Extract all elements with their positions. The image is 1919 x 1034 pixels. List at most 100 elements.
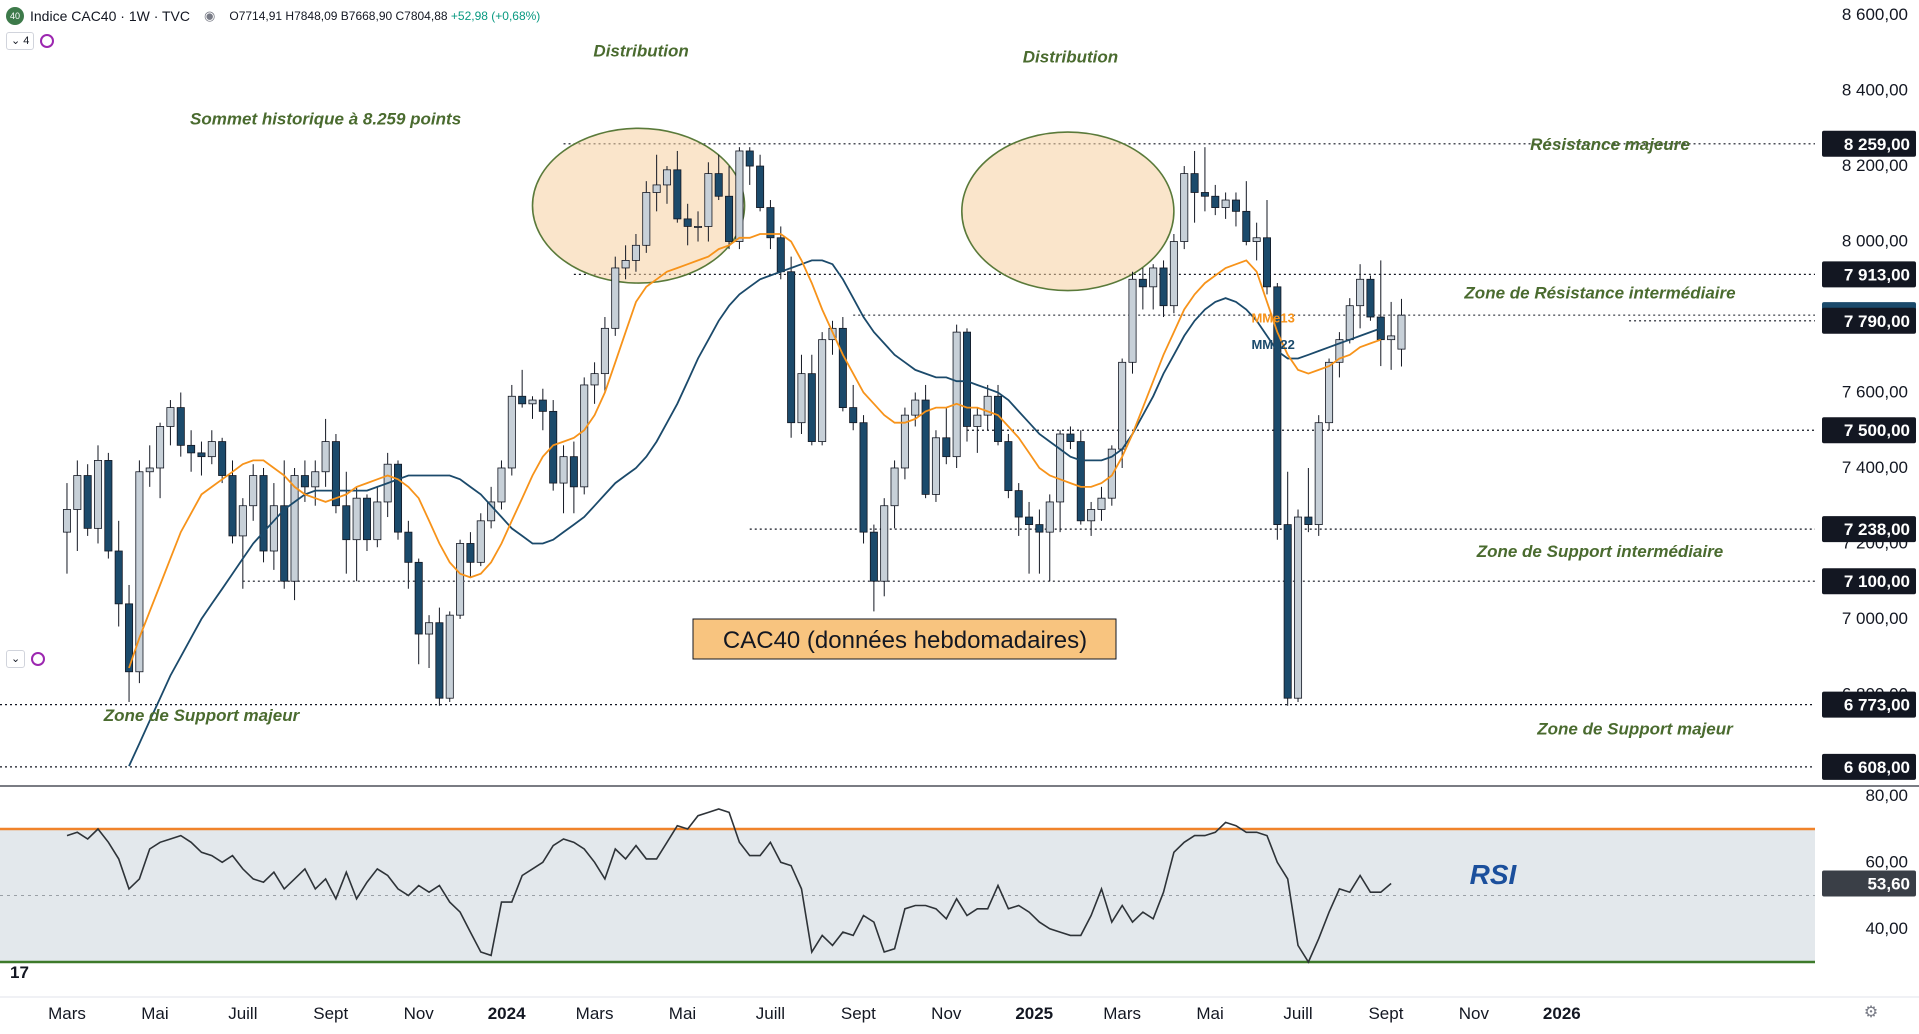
candle-body-down [83, 475, 92, 529]
candle [487, 486, 496, 529]
candle [673, 150, 682, 223]
indicator-count-button[interactable]: ⌄ 4 [6, 32, 35, 50]
candle-body-down [218, 441, 227, 476]
candle [559, 445, 568, 514]
y-tick-label: 8 000,00 [1842, 232, 1908, 251]
candle-body-up [1397, 314, 1406, 350]
candle-body-up [238, 505, 247, 537]
candle [528, 396, 537, 419]
candle-body-up [373, 501, 382, 541]
chart-title: CAC40 (données hebdomadaires) [723, 627, 1087, 654]
candle [1376, 260, 1385, 367]
rsi-sync-icon[interactable] [31, 652, 46, 666]
candle [466, 532, 475, 578]
candle-body-up [1387, 335, 1396, 341]
eye-icon[interactable]: ◉ [204, 8, 216, 23]
x-tick-label: Juill [228, 1004, 257, 1023]
gear-icon[interactable]: ⚙ [1863, 1004, 1879, 1021]
candle-body-up [73, 475, 82, 510]
sync-icon[interactable] [40, 34, 55, 48]
candle-body-up [1294, 516, 1303, 699]
candle [538, 388, 547, 431]
y-tick-label: 8 400,00 [1842, 81, 1908, 100]
rsi-line [66, 808, 1392, 964]
candle [362, 494, 371, 552]
candle [838, 317, 847, 412]
ema-label: MMe13 [1251, 311, 1294, 326]
candle-body-up [1180, 173, 1189, 242]
candle-body-down [787, 271, 796, 424]
candle [642, 181, 651, 253]
candle-body-down [466, 543, 475, 563]
candle [1097, 486, 1106, 521]
candle [435, 607, 444, 706]
candle [1262, 200, 1271, 295]
candle-body-down [300, 475, 309, 488]
level-badge-label: 7 790,00 [1844, 312, 1910, 331]
candle [725, 166, 734, 250]
candle-body-up [1056, 433, 1065, 503]
candle-body-up [818, 339, 827, 442]
candle-body-down [114, 550, 123, 605]
candle [1325, 358, 1334, 431]
y-tick-label: 7 400,00 [1842, 458, 1908, 477]
symbol-logo[interactable]: 40 [6, 7, 24, 25]
candle [1200, 147, 1209, 212]
candle [859, 415, 868, 544]
x-tick-label: 2026 [1543, 1004, 1581, 1023]
candle [1366, 275, 1375, 321]
candle-body-down [176, 407, 185, 446]
candle [1004, 434, 1013, 499]
candle-body-up [1118, 361, 1127, 450]
x-tick-label: Nov [1459, 1004, 1490, 1023]
candle [497, 460, 506, 510]
candle-body-down [673, 169, 682, 220]
candle-body-up [631, 244, 640, 261]
candle-body-up [600, 327, 609, 375]
candle-body-up [931, 437, 940, 495]
candle-body-up [269, 505, 278, 552]
candle-body-up [528, 399, 537, 405]
rsi-title: RSI [1470, 859, 1518, 890]
axes: 8 600,008 400,008 200,008 000,007 800,00… [48, 5, 1916, 1023]
candle-body-down [331, 441, 340, 507]
candle-body-down [838, 327, 847, 408]
ohlc-values: O7714,91 H7848,09 B7668,90 C7804,88 +52,… [229, 9, 540, 23]
candle [83, 464, 92, 536]
y-tick-label: 7 600,00 [1842, 383, 1908, 402]
rsi-pane: 80,00 60,00 40,00 RSI 53,60 17 [0, 786, 1916, 982]
x-tick-label: Mai [1196, 1004, 1223, 1023]
candle [766, 200, 775, 250]
candles [62, 147, 1406, 706]
candle [145, 445, 154, 487]
x-tick-label: Sept [1368, 1004, 1403, 1023]
title-box-bg [692, 618, 1117, 660]
candle [1304, 467, 1313, 533]
candle [683, 203, 692, 246]
moving-averages [128, 233, 1382, 767]
candle [1014, 483, 1023, 536]
candle-body-down [518, 395, 527, 405]
candle-body-up [145, 467, 154, 473]
symbol-title[interactable]: Indice CAC40 · 1W · TVC [30, 8, 191, 24]
annotations: Résistance majeure Zone de Résistance int… [103, 42, 1736, 739]
level-badge [1822, 261, 1916, 288]
candle [197, 441, 206, 476]
level-lines [0, 143, 1815, 768]
candle-body-up [1169, 241, 1178, 307]
candle [611, 256, 620, 336]
candle [1242, 181, 1251, 246]
candle-body-up [445, 614, 454, 699]
level-badge [1822, 568, 1916, 595]
candle [238, 498, 247, 589]
level-badge-label: 7 238,00 [1844, 520, 1910, 539]
candle-body-down [1366, 278, 1375, 318]
candle [1159, 260, 1168, 318]
candle-body-up [1097, 497, 1106, 510]
candle [869, 524, 878, 612]
candle [590, 362, 599, 404]
rsi-collapse-button[interactable]: ⌄ [6, 650, 26, 668]
candle-body-up [1087, 509, 1096, 522]
level-badge [1822, 753, 1916, 780]
